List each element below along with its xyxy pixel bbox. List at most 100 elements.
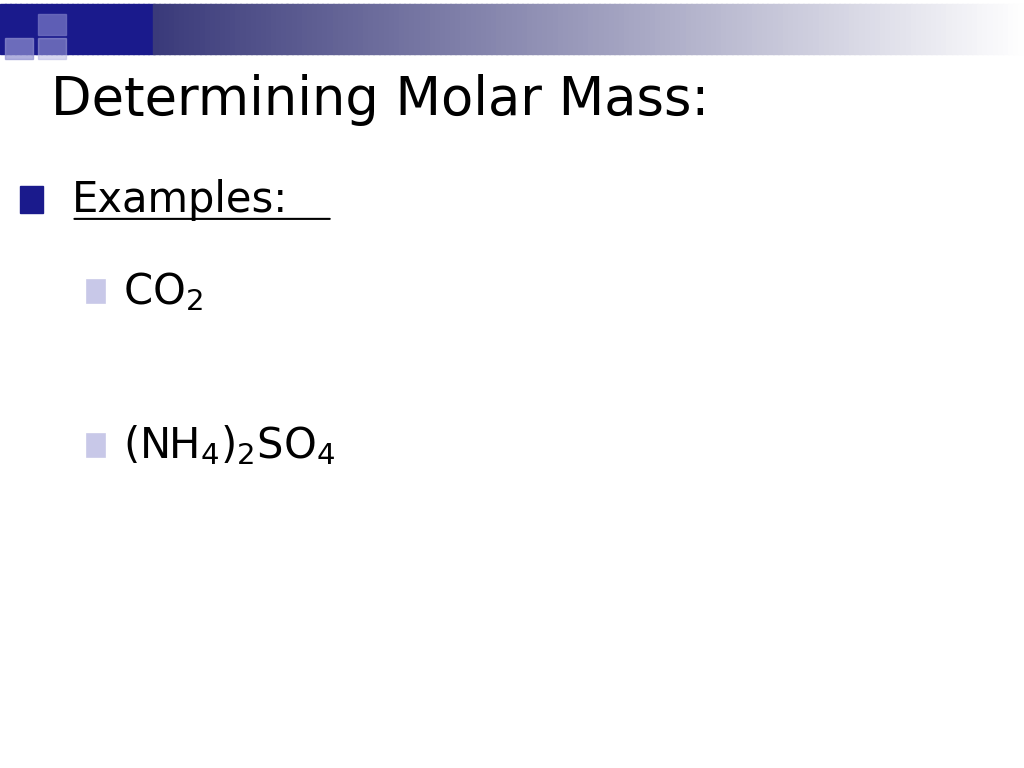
Bar	[864, 4, 870, 54]
Bar	[36, 4, 42, 54]
Bar	[670, 4, 676, 54]
Bar	[297, 4, 303, 54]
Bar	[798, 4, 804, 54]
Text: CO$_2$: CO$_2$	[123, 270, 203, 313]
Bar	[818, 4, 824, 54]
Bar	[527, 4, 534, 54]
Bar	[358, 4, 365, 54]
Bar	[184, 4, 190, 54]
Bar	[317, 4, 324, 54]
Bar	[20, 4, 27, 54]
Bar	[992, 4, 998, 54]
Bar	[685, 4, 691, 54]
Bar	[680, 4, 686, 54]
Bar	[451, 4, 457, 54]
Bar	[721, 4, 727, 54]
Bar	[220, 4, 226, 54]
Bar	[951, 4, 957, 54]
Bar	[757, 4, 763, 54]
Bar	[910, 4, 916, 54]
Bar	[435, 4, 441, 54]
Bar	[502, 4, 508, 54]
Bar	[282, 4, 288, 54]
Bar	[1018, 4, 1024, 54]
Bar	[869, 4, 876, 54]
Bar	[650, 4, 656, 54]
Bar	[67, 4, 73, 54]
Bar	[885, 4, 891, 54]
Bar	[328, 4, 334, 54]
Bar	[926, 4, 932, 54]
Bar	[828, 4, 835, 54]
Bar	[787, 4, 794, 54]
Text: Determining Molar Mass:: Determining Molar Mass:	[51, 74, 710, 126]
Bar	[251, 4, 257, 54]
Bar	[695, 4, 701, 54]
Bar	[476, 4, 482, 54]
Bar	[859, 4, 865, 54]
Bar	[921, 4, 927, 54]
Bar	[599, 4, 605, 54]
Bar	[471, 4, 477, 54]
Bar	[46, 4, 52, 54]
Bar	[148, 4, 155, 54]
Bar	[726, 4, 732, 54]
Bar	[440, 4, 446, 54]
Bar	[614, 4, 621, 54]
Bar	[466, 4, 472, 54]
Bar	[5, 38, 33, 59]
Bar	[82, 4, 88, 54]
Bar	[874, 4, 881, 54]
Bar	[675, 4, 681, 54]
Bar	[1002, 4, 1009, 54]
Bar	[655, 4, 660, 54]
Bar	[645, 4, 651, 54]
Bar	[711, 4, 717, 54]
Bar	[813, 4, 819, 54]
Bar	[51, 4, 57, 54]
Bar	[594, 4, 600, 54]
Bar	[762, 4, 768, 54]
Bar	[215, 4, 221, 54]
Bar	[113, 4, 119, 54]
Bar	[946, 4, 952, 54]
Bar	[97, 4, 103, 54]
Bar	[543, 4, 549, 54]
Bar	[384, 4, 390, 54]
Bar	[716, 4, 722, 54]
Bar	[563, 4, 569, 54]
Bar	[38, 14, 66, 35]
Bar	[87, 4, 93, 54]
Bar	[854, 4, 860, 54]
Bar	[660, 4, 666, 54]
Bar	[77, 4, 83, 54]
Bar	[793, 4, 799, 54]
Bar	[936, 4, 942, 54]
Bar	[977, 4, 983, 54]
Bar	[210, 4, 216, 54]
Bar	[174, 4, 180, 54]
Bar	[604, 4, 610, 54]
Bar	[410, 4, 416, 54]
Bar	[558, 4, 564, 54]
Bar	[154, 4, 160, 54]
Bar	[415, 4, 421, 54]
Bar	[246, 4, 252, 54]
Bar	[348, 4, 354, 54]
Bar	[276, 4, 283, 54]
Bar	[844, 4, 850, 54]
Bar	[905, 4, 911, 54]
Bar	[143, 4, 150, 54]
Bar	[481, 4, 487, 54]
Bar	[420, 4, 426, 54]
Bar	[312, 4, 318, 54]
Bar	[430, 4, 436, 54]
Bar	[609, 4, 615, 54]
Bar	[404, 4, 411, 54]
Bar	[890, 4, 896, 54]
Bar	[456, 4, 462, 54]
Bar	[568, 4, 574, 54]
Bar	[982, 4, 988, 54]
Bar	[579, 4, 585, 54]
Bar	[271, 4, 278, 54]
